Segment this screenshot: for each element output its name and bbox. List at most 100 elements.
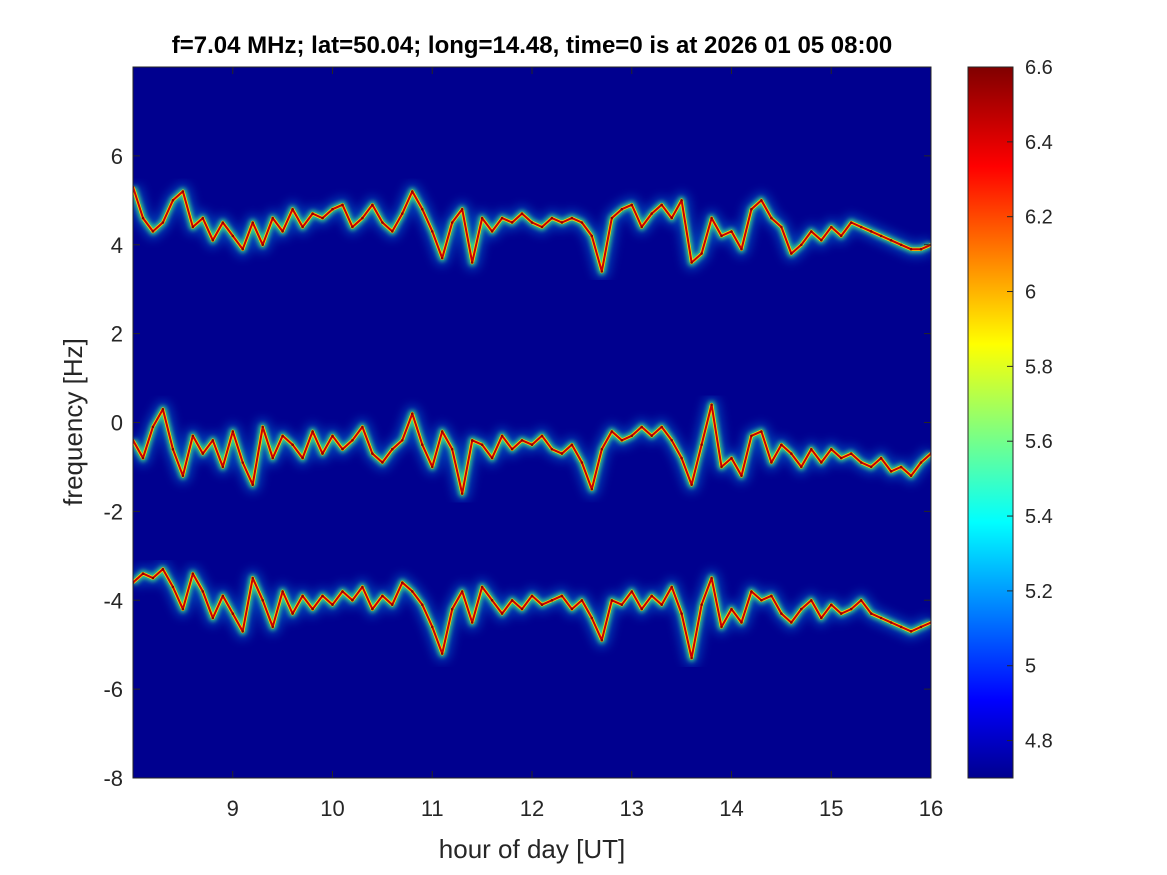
colorbar-ticks: 4.8 5 5.2 5.4 5.6 5.8 6 6.2 6.4 6.6 xyxy=(1007,57,1053,753)
trace-point xyxy=(770,594,773,598)
trace-point xyxy=(710,576,713,580)
trace-point xyxy=(909,474,913,478)
trace-point xyxy=(431,230,434,233)
trace-point xyxy=(271,216,275,220)
trace-point xyxy=(520,212,524,215)
trace-point xyxy=(700,252,703,255)
colorbar-tick-label: 5.8 xyxy=(1025,356,1053,378)
trace-point xyxy=(740,621,743,624)
trace-point xyxy=(281,590,284,593)
trace-point xyxy=(640,607,643,611)
trace-point xyxy=(490,599,494,602)
trace-point xyxy=(570,443,574,447)
trace-point xyxy=(231,234,235,238)
trace-point xyxy=(500,216,504,220)
colorbar-tick-label: 5.6 xyxy=(1025,431,1053,453)
trace-point xyxy=(710,403,713,407)
trace-point xyxy=(720,234,723,238)
trace-point xyxy=(450,221,454,224)
trace-point xyxy=(750,434,753,438)
trace-point xyxy=(820,239,823,242)
colorbar-frame xyxy=(967,66,1014,779)
trace-point xyxy=(760,199,763,202)
trace-point xyxy=(151,425,155,429)
trace-point xyxy=(490,230,494,233)
trace-point xyxy=(211,439,215,442)
trace-point xyxy=(440,652,444,655)
trace-point xyxy=(570,216,574,220)
x-tick-label: 14 xyxy=(719,796,743,821)
trace-point xyxy=(231,612,235,615)
trace-point xyxy=(241,247,244,251)
trace-point xyxy=(361,585,364,589)
trace-3 xyxy=(133,561,931,666)
trace-point xyxy=(770,216,773,220)
trace-point xyxy=(620,603,624,606)
trace-point xyxy=(171,585,175,589)
trace-point xyxy=(670,439,673,442)
trace-point xyxy=(241,630,244,633)
trace-point xyxy=(849,221,853,224)
trace-point xyxy=(271,456,275,460)
trace-point xyxy=(889,239,893,242)
trace-point xyxy=(570,607,574,611)
trace-point xyxy=(381,594,384,598)
y-axis: -8 -6 -4 -2 0 2 4 6 xyxy=(103,144,931,791)
trace-point xyxy=(859,599,863,602)
trace-point xyxy=(600,638,604,642)
trace-point xyxy=(500,434,504,438)
trace-point xyxy=(431,465,434,469)
trace-point xyxy=(859,225,863,229)
colorbar-tick-label: 6.6 xyxy=(1025,57,1053,79)
trace-point xyxy=(760,599,763,602)
trace-point xyxy=(251,483,254,487)
trace-point xyxy=(800,243,803,247)
trace-point xyxy=(421,207,424,211)
trace-point xyxy=(869,612,873,615)
trace-point xyxy=(830,603,833,606)
trace-point xyxy=(450,447,454,451)
trace-point xyxy=(839,456,843,460)
trace-point xyxy=(790,621,793,624)
trace-point xyxy=(849,452,853,455)
trace-point xyxy=(780,443,783,447)
trace-point xyxy=(580,599,584,602)
y-tick-label: 2 xyxy=(111,322,123,347)
trace-point xyxy=(361,216,364,220)
trace-point xyxy=(161,407,165,411)
trace-point xyxy=(919,461,923,464)
trace-point xyxy=(211,239,215,242)
trace-point xyxy=(540,603,544,606)
x-tick-label: 15 xyxy=(819,796,843,821)
trace-1 xyxy=(133,183,931,280)
trace-point xyxy=(550,447,554,451)
trace-point xyxy=(690,656,693,660)
trace-point xyxy=(919,625,923,629)
trace-point xyxy=(630,434,634,438)
colorbar-tick-label: 5.2 xyxy=(1025,581,1053,603)
trace-point xyxy=(151,576,155,580)
trace-point xyxy=(580,221,584,224)
trace-point xyxy=(181,474,185,478)
trace-point xyxy=(830,225,833,229)
trace-point xyxy=(281,434,284,438)
trace-point xyxy=(321,452,324,455)
trace-point xyxy=(680,199,683,202)
trace-point xyxy=(820,461,823,464)
trace-point xyxy=(191,572,195,575)
trace-point xyxy=(750,207,753,211)
colorbar-tick-label: 6.4 xyxy=(1025,132,1053,154)
trace-point xyxy=(670,216,673,220)
trace-point xyxy=(401,439,404,442)
y-tick-label: -6 xyxy=(103,677,123,702)
x-axis: 9 10 11 12 13 14 15 16 xyxy=(227,67,943,821)
trace-point xyxy=(331,207,334,211)
trace-point xyxy=(411,412,414,415)
x-tick-label: 11 xyxy=(421,796,444,821)
trace-point xyxy=(790,452,793,455)
trace-point xyxy=(201,590,205,593)
trace-point xyxy=(440,430,444,433)
trace-point xyxy=(800,465,803,469)
trace-point xyxy=(580,461,584,464)
trace-point xyxy=(211,616,215,620)
